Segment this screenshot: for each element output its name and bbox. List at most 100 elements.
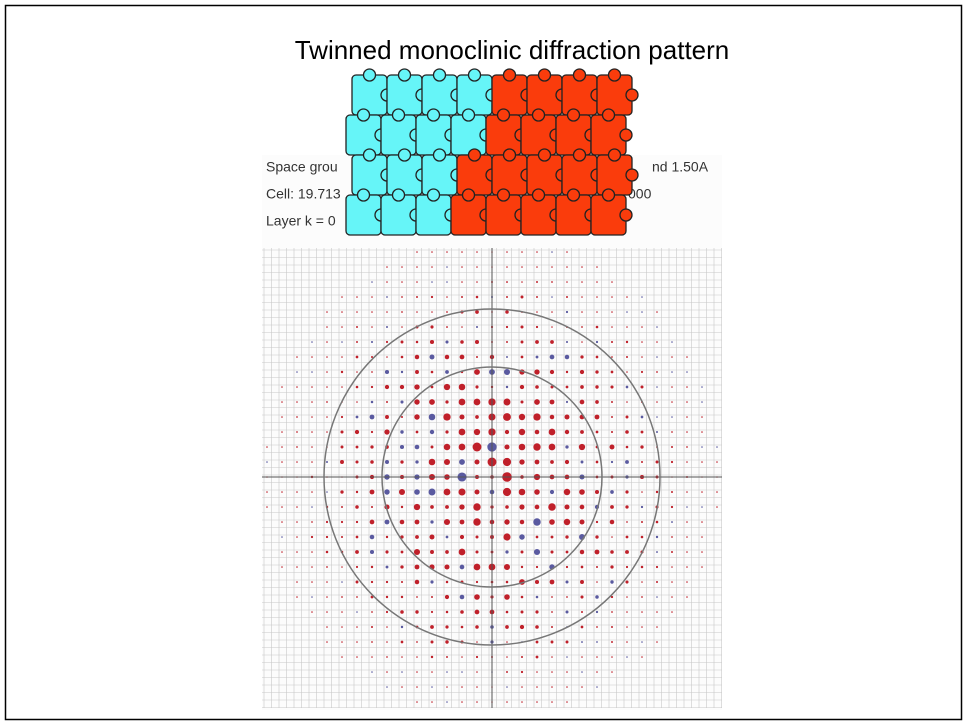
reflection — [701, 461, 703, 463]
reflection — [355, 580, 359, 584]
puzzle-knob — [531, 188, 546, 202]
reflection — [506, 296, 508, 298]
reflection — [446, 701, 448, 703]
reflection — [430, 655, 434, 659]
reflection — [370, 580, 374, 584]
reflection — [518, 488, 526, 496]
puzzle-knob — [537, 68, 552, 82]
reflection — [430, 580, 434, 584]
reflection — [356, 596, 358, 598]
reflection — [551, 296, 553, 298]
reflection — [519, 459, 525, 465]
reflection — [400, 640, 404, 644]
reflection — [596, 296, 598, 298]
reflection — [641, 596, 643, 598]
reflection — [505, 550, 509, 554]
reflection — [400, 430, 404, 434]
reflection — [458, 428, 466, 436]
puzzle-knob — [537, 148, 552, 162]
reflection — [384, 429, 390, 435]
reflection — [641, 296, 643, 298]
reflection — [444, 354, 450, 360]
reflection — [416, 596, 418, 598]
reflection — [340, 490, 344, 494]
puzzle-knob — [432, 68, 447, 82]
reflection — [475, 310, 479, 314]
reflection — [413, 503, 421, 511]
reflection — [459, 534, 465, 540]
reflection — [686, 521, 688, 523]
reflection — [400, 565, 404, 569]
reflection — [459, 564, 465, 570]
reflection — [505, 310, 509, 314]
reflection — [446, 671, 448, 673]
reflection — [506, 701, 508, 703]
reflection — [356, 626, 358, 628]
reflection — [701, 491, 703, 493]
puzzle-knob — [502, 68, 517, 82]
reflection — [505, 610, 509, 614]
reflection — [370, 445, 374, 449]
reflection — [416, 281, 418, 283]
reflection — [340, 445, 344, 449]
reflection — [610, 505, 614, 509]
reflection — [535, 565, 539, 569]
reflection — [566, 596, 568, 598]
reflection — [416, 266, 418, 268]
reflection — [356, 656, 358, 658]
reflection — [686, 446, 688, 448]
reflection — [385, 535, 389, 539]
reflection — [369, 519, 375, 525]
reflection — [503, 413, 511, 421]
reflection — [626, 326, 628, 328]
reflection — [443, 518, 451, 526]
reflection — [611, 401, 613, 403]
reflection — [716, 506, 718, 508]
reflection — [400, 580, 404, 584]
reflection — [474, 339, 480, 345]
reflection — [416, 311, 418, 313]
reflection — [414, 414, 420, 420]
reflection — [416, 656, 418, 658]
reflection — [671, 491, 673, 493]
reflection — [535, 325, 539, 329]
reflection — [656, 401, 658, 403]
reflection — [640, 385, 644, 389]
reflection — [594, 414, 600, 420]
reflection — [506, 251, 508, 253]
resolution-ring — [381, 366, 603, 588]
puzzle-knob — [531, 108, 546, 122]
reflection — [460, 625, 464, 629]
reflection — [534, 504, 540, 510]
reflection — [596, 281, 598, 283]
reflection — [371, 671, 373, 673]
reflection — [311, 551, 313, 553]
reflection — [296, 566, 298, 568]
reflection — [534, 429, 540, 435]
reflection — [581, 341, 583, 343]
reflection — [641, 311, 643, 313]
reflection — [581, 656, 583, 658]
reflection — [626, 656, 628, 658]
reflection — [565, 550, 569, 554]
reflection — [386, 296, 388, 298]
reflection — [414, 384, 420, 390]
reflection — [595, 400, 599, 404]
reflection — [459, 459, 465, 465]
reflection — [686, 536, 688, 538]
reflection — [414, 579, 420, 585]
reflection — [701, 566, 703, 568]
reflection — [596, 626, 598, 628]
reflection — [655, 520, 659, 524]
reflection — [609, 519, 615, 525]
reflection — [445, 430, 449, 434]
reflection — [671, 356, 673, 358]
reflection — [311, 386, 313, 388]
reflection — [610, 550, 614, 554]
puzzle-knob — [607, 148, 622, 162]
reflection — [533, 548, 541, 556]
reflection — [430, 640, 434, 644]
reflection — [385, 460, 389, 464]
puzzle-knob — [625, 88, 639, 102]
reflection — [580, 430, 584, 434]
